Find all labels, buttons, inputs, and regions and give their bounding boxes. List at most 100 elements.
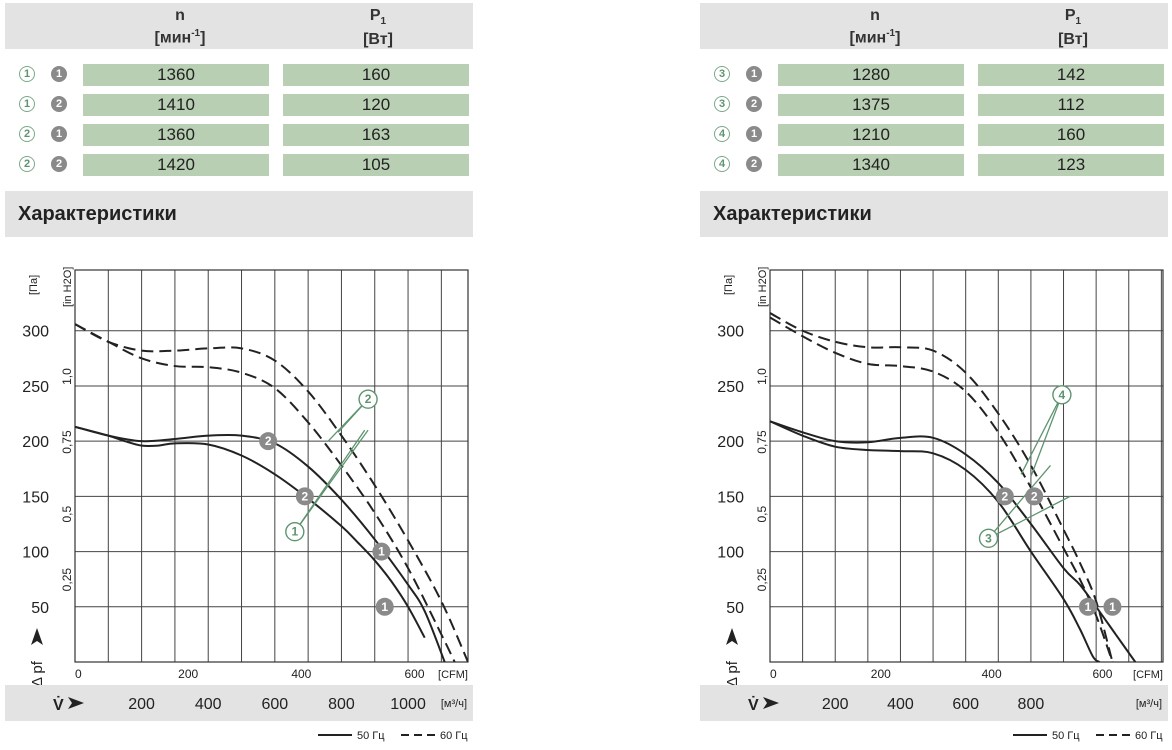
- curve-badge: 1: [19, 66, 35, 82]
- header-speed-symbol: n: [870, 7, 880, 24]
- xtick-cfm-label: 600: [1092, 667, 1112, 681]
- curve-2-60: [75, 323, 468, 662]
- panel-right: n [мин-1] P1 [Вт] 3 1 1280 142 3 2 1375 112 4 1 1210 16…: [700, 0, 1168, 750]
- power-symbol-text: P: [369, 7, 381, 24]
- marker-circle: [358, 389, 378, 409]
- ytick-pa-label: 50: [726, 600, 744, 617]
- plot-frame: [74, 269, 469, 663]
- curve-1-50: [75, 425, 426, 639]
- ytick-inh2o-label: 0,5: [755, 506, 769, 523]
- section-title: Характеристики: [713, 203, 872, 225]
- plot-frame: [769, 269, 1164, 663]
- curve-badge: 3: [714, 96, 730, 112]
- header-power-unit: [Вт]: [1058, 31, 1088, 49]
- power-symbol-sub: 1: [1075, 16, 1082, 28]
- speed-unit-exp: -1: [191, 28, 201, 39]
- marker-circle: [259, 432, 278, 451]
- marker-text: 1: [378, 545, 385, 559]
- header-power: P1 [Вт]: [1013, 7, 1133, 49]
- section-bar: Характеристики: [700, 191, 1168, 237]
- variant-badge: 2: [51, 156, 67, 172]
- marker-text: 2: [1001, 489, 1008, 503]
- power-cell: 120: [283, 94, 469, 116]
- ytick-pa-label: 300: [717, 324, 744, 341]
- xtick-cfm-label: 200: [178, 667, 198, 681]
- table-row: 2 2 1420 105: [5, 154, 473, 176]
- marker-text: 1: [381, 600, 388, 614]
- variant-badge: 2: [51, 96, 67, 112]
- marker-circle: [995, 487, 1014, 506]
- power-cell: 142: [978, 64, 1164, 86]
- marker-circle: [1052, 385, 1072, 405]
- callout-line: [1020, 394, 1063, 475]
- xtick-cfm-label: 200: [871, 667, 891, 681]
- curve-marker: 2: [358, 389, 378, 409]
- power-cell: 112: [978, 94, 1164, 116]
- panel-left: n [мин-1] P1 [Вт] 1 1 1360 160 1 2 1410 120 2 1 1360 16…: [5, 0, 473, 750]
- variant-badge: 1: [51, 66, 67, 82]
- power-cell: 105: [283, 154, 469, 176]
- xtick-cfm-label: 400: [982, 667, 1002, 681]
- ytick-pa-label: 200: [717, 434, 744, 451]
- ytick-inh2o-label: 0,25: [60, 568, 74, 592]
- power-symbol-sub: 1: [380, 16, 387, 28]
- ytick-inh2o-label: 0,75: [755, 430, 769, 454]
- curve-3-60: [770, 316, 1114, 662]
- variant-marker: 2: [1025, 487, 1044, 506]
- v-arrow-icon: [763, 697, 779, 709]
- ytick-inh2o-label: 0,5: [60, 506, 74, 523]
- ytick-pa-label: 100: [22, 545, 49, 562]
- power-cell: 123: [978, 154, 1164, 176]
- dp-symbol-label: Δ pf: [29, 660, 46, 687]
- variant-marker: 1: [1078, 597, 1097, 616]
- xtick-m3h-label: 800: [328, 696, 355, 713]
- variant-badge: 1: [746, 66, 762, 82]
- curve-1-60: [75, 323, 456, 662]
- v-symbol-label: V̇: [748, 696, 759, 714]
- ytick-pa-label: 250: [717, 379, 744, 396]
- variant-marker: 1: [372, 542, 391, 561]
- ylabel-pa: [Па]: [723, 275, 735, 295]
- variant-badge: 2: [746, 96, 762, 112]
- callout-line: [988, 495, 1071, 539]
- speed-cell: 1210: [778, 124, 964, 146]
- callout-line: [1030, 394, 1063, 477]
- marker-circle: [1078, 597, 1097, 616]
- table-header: n [мин-1] P1 [Вт]: [5, 3, 473, 49]
- power-cell: 160: [978, 124, 1164, 146]
- ylabel-inh2o: [in H2O]: [62, 267, 74, 307]
- table-row: 4 1 1210 160: [700, 124, 1168, 146]
- variant-marker: 1: [375, 597, 394, 616]
- curve-3-50: [770, 420, 1101, 662]
- variant-badge: 1: [746, 126, 762, 142]
- xtick-m3h-label: 600: [261, 696, 288, 713]
- ytick-inh2o-label: 1,0: [60, 368, 74, 385]
- speed-cell: 1360: [83, 124, 269, 146]
- power-symbol-text: P: [1064, 7, 1076, 24]
- ytick-pa-label: 150: [22, 489, 49, 506]
- dp-arrow-icon: [31, 628, 43, 645]
- xtick-m3h-label: 600: [952, 696, 979, 713]
- table-row: 4 2 1340 123: [700, 154, 1168, 176]
- header-speed-unit: [мин-1]: [154, 28, 206, 47]
- marker-text: 3: [985, 531, 992, 545]
- ytick-pa-label: 50: [31, 600, 49, 617]
- ytick-pa-label: 250: [22, 379, 49, 396]
- xlabel-cfm: [CFM]: [1133, 669, 1163, 681]
- speed-unit-text: мин: [854, 29, 887, 47]
- marker-text: 4: [1059, 388, 1066, 402]
- v-symbol-label: V̇: [53, 696, 64, 714]
- power-cell: 160: [283, 64, 469, 86]
- curve-marker: 4: [1052, 385, 1072, 405]
- table-row: 2 1 1360 163: [5, 124, 473, 146]
- marker-circle: [285, 522, 305, 542]
- power-cell: 163: [283, 124, 469, 146]
- curve-4-60: [770, 312, 1114, 662]
- header-speed-symbol: n: [175, 7, 185, 24]
- xtick-m3h-label: 400: [887, 696, 914, 713]
- performance-chart: 50 100 150 200 250 300 0,25 0,5 0,75 1,0 [Па] [in H…: [700, 267, 1168, 742]
- legend-solid-label: 50 Гц: [357, 730, 385, 742]
- xtick-m3h-label: 1000: [390, 696, 426, 713]
- table-row: 3 2 1375 112: [700, 94, 1168, 116]
- xtick-cfm-label: 0: [770, 667, 777, 681]
